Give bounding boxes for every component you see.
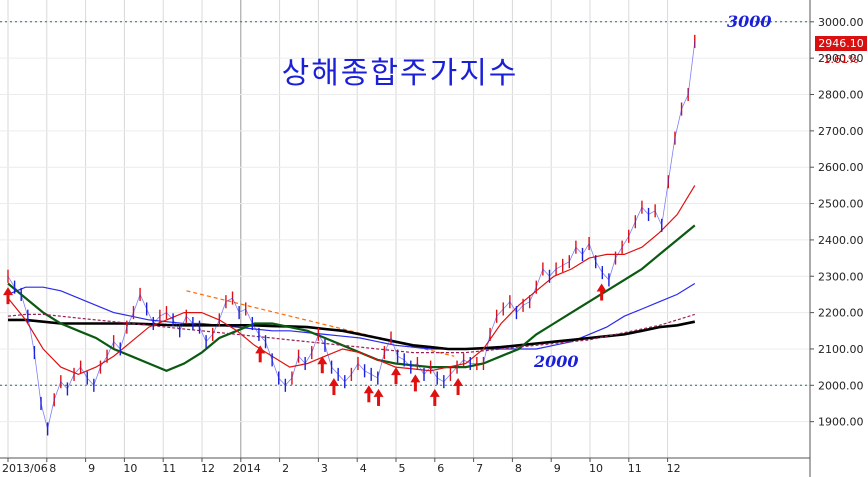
up-arrow-shaft (258, 352, 262, 363)
y-tick-label: 2200.00 (818, 307, 864, 320)
level-label-2000: 2000 (533, 352, 579, 371)
x-tick-label: 9 (554, 462, 561, 475)
y-tick-label: 1900.00 (818, 416, 864, 429)
price-series (7, 34, 696, 436)
series-line-2 (7, 224, 696, 372)
x-tick-label: 2013/06 (2, 462, 48, 475)
up-arrow (328, 378, 339, 396)
y-tick-label: 2500.00 (818, 198, 864, 211)
x-tick-label: 2 (282, 462, 289, 475)
up-arrow-head (453, 378, 464, 387)
change-percent-label: 1.61% (824, 53, 859, 66)
x-tick-label: 11 (162, 462, 176, 475)
x-tick-label: 6 (437, 462, 444, 475)
up-arrow-shaft (6, 294, 10, 305)
y-tick-label: 2600.00 (818, 161, 864, 174)
x-tick-label: 5 (399, 462, 406, 475)
up-arrow-head (328, 378, 339, 387)
x-tick-label: 9 (88, 462, 95, 475)
x-tick-label: 8 (49, 462, 56, 475)
up-arrow-head (410, 374, 421, 383)
up-arrow-shaft (413, 381, 417, 392)
up-arrow-head (391, 367, 401, 376)
x-tick-label: 4 (360, 462, 367, 475)
y-axis-ticks: 1900.00 2000.00 2100.00 2200.00 2300.00 2400.… (810, 16, 864, 429)
y-tick-label: 2700.00 (818, 125, 864, 138)
up-arrow-head (255, 345, 266, 354)
up-arrow (429, 388, 440, 406)
y-tick-label: 2100.00 (818, 343, 864, 356)
x-axis-ticks: 2013/06 8 9 10 11 12 2014 2 3 4 5 6 7 8 9 10 11 12 (2, 458, 681, 475)
up-arrow (363, 385, 374, 403)
up-arrow-head (373, 388, 384, 397)
up-arrow-shaft (600, 290, 604, 301)
x-tick-label: 10 (123, 462, 137, 475)
series-line-3 (7, 185, 696, 376)
up-arrow-shaft (433, 395, 437, 406)
x-tick-label: 11 (628, 462, 642, 475)
up-arrow-shaft (320, 363, 324, 374)
arrow-markers (3, 283, 607, 406)
up-arrow-head (363, 385, 374, 394)
up-arrow-head (3, 287, 13, 296)
up-arrow-shaft (332, 385, 336, 396)
trendline-group (186, 290, 455, 357)
level-label-3000: 3000 (727, 12, 772, 31)
up-arrow (596, 283, 607, 301)
x-tick-label: 8 (515, 462, 522, 475)
reference-lines (0, 21, 810, 386)
up-arrow-shaft (377, 395, 381, 406)
x-tick-label: 7 (476, 462, 483, 475)
x-tick-label: 3 (321, 462, 328, 475)
x-tick-label: 12 (201, 462, 215, 475)
x-tick-label: 12 (667, 462, 681, 475)
up-arrow (391, 367, 401, 385)
series-line-4 (7, 313, 695, 354)
up-arrow-shaft (367, 392, 371, 403)
y-tick-label: 2400.00 (818, 234, 864, 247)
last-price-box (815, 36, 867, 51)
y-tick-label: 3000.00 (818, 16, 864, 29)
up-arrow (410, 374, 421, 392)
y-tick-label: 2900.00 (818, 52, 864, 65)
y-tick-label: 2800.00 (818, 89, 864, 102)
up-arrow (453, 378, 464, 396)
x-tick-label: 2014 (233, 462, 261, 475)
series-line-1 (8, 318, 696, 351)
y-tick-label: 2000.00 (818, 379, 864, 392)
up-arrow-head (317, 356, 328, 365)
up-arrow (373, 388, 384, 406)
up-arrow-shaft (456, 385, 460, 396)
up-arrow-head (596, 283, 607, 292)
trendline (186, 290, 455, 357)
chart-title: 상해종합주가지수 (282, 56, 519, 91)
up-arrow-head (429, 388, 440, 397)
up-arrow (317, 356, 328, 374)
x-tick-label: 10 (589, 462, 603, 475)
up-arrow-shaft (394, 374, 398, 385)
moving-average-series (7, 185, 696, 376)
up-arrow (3, 287, 13, 305)
y-tick-label: 2300.00 (818, 270, 864, 283)
price-line (7, 41, 696, 430)
up-arrow (255, 345, 266, 363)
last-price-label: 2946.10 (818, 37, 864, 50)
